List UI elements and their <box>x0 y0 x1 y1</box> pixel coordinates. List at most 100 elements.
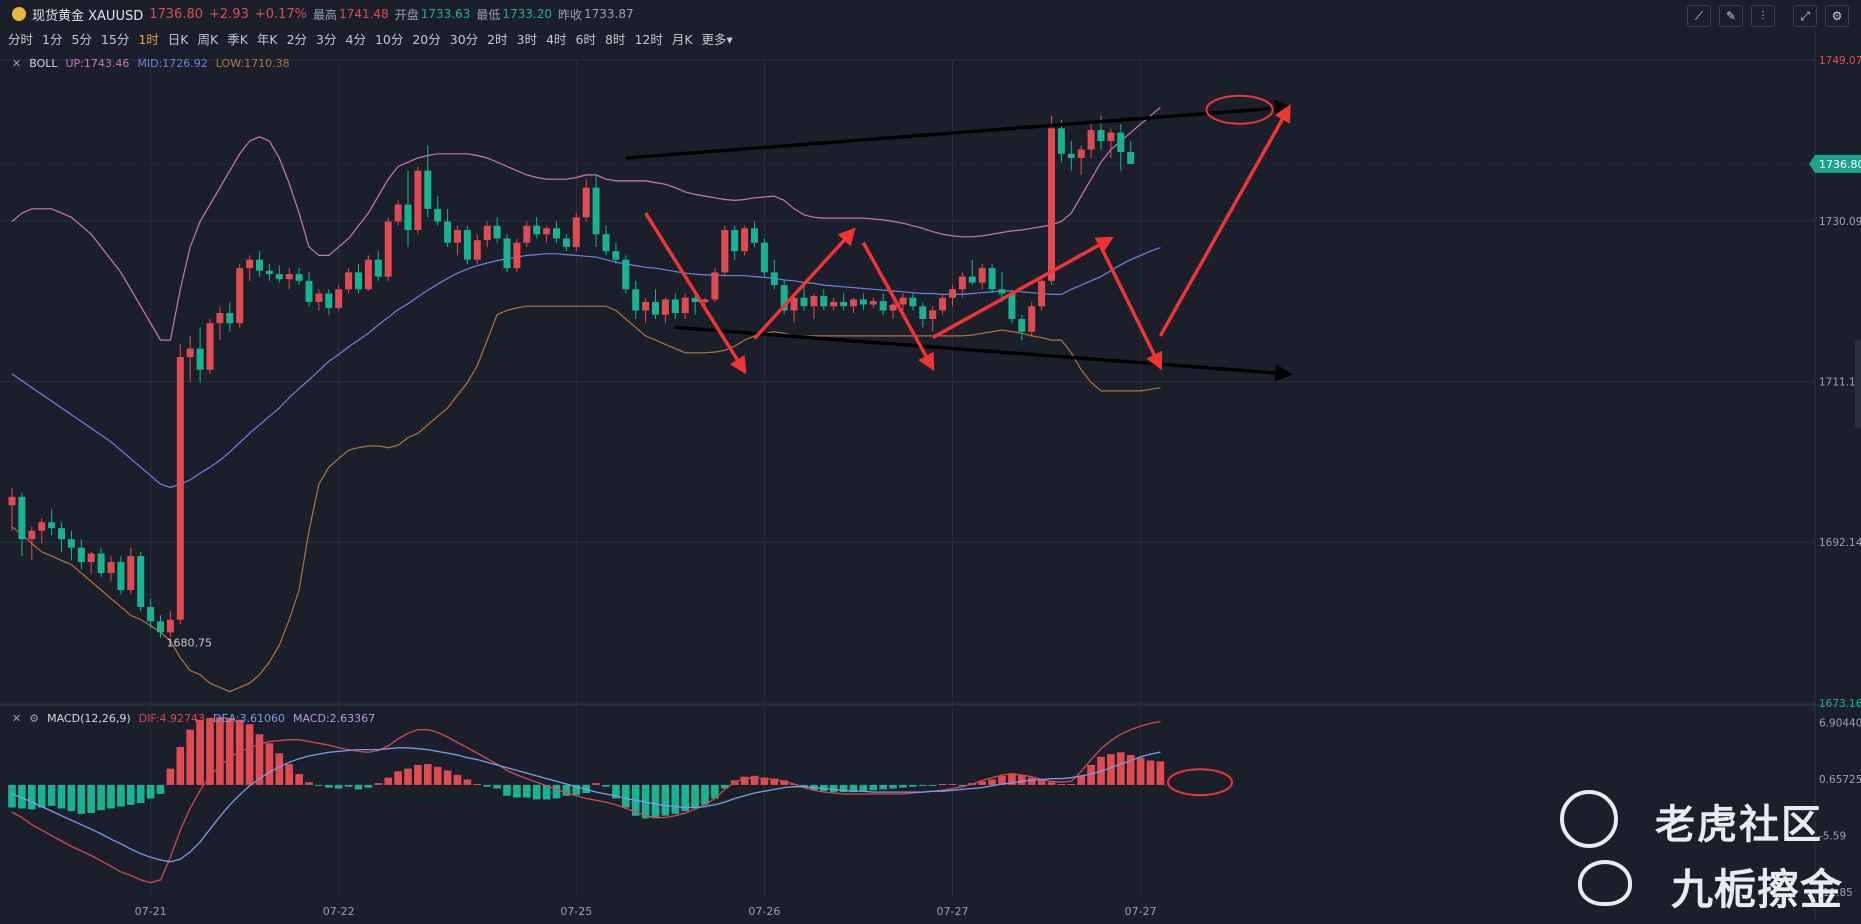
macd-histogram-bar <box>414 765 422 785</box>
candle-body <box>1018 318 1026 332</box>
period-tab[interactable]: 30分 <box>449 32 479 47</box>
period-tab[interactable]: 6时 <box>575 32 596 47</box>
candle-body <box>1028 306 1036 332</box>
period-tab[interactable]: 5分 <box>71 32 92 47</box>
period-tab[interactable]: 8时 <box>604 32 626 47</box>
period-tab[interactable]: 更多▾ <box>701 32 733 47</box>
candle-body <box>780 285 788 311</box>
macd-histogram-bar <box>978 781 986 785</box>
candle-body <box>196 348 204 370</box>
x-axis-label: 07-21 <box>135 905 167 918</box>
period-tab[interactable]: 日K <box>167 32 189 47</box>
macd-histogram-bar <box>721 784 729 789</box>
candle-body <box>87 553 95 563</box>
macd-histogram-bar <box>265 743 274 785</box>
close-boll-icon[interactable]: ✕ <box>12 57 22 70</box>
period-tab[interactable]: 20分 <box>412 32 441 47</box>
macd-histogram-bar <box>958 784 967 786</box>
macd-histogram-bar <box>879 784 887 790</box>
settings-icon[interactable]: ⚙ <box>1825 5 1849 27</box>
period-tab[interactable]: 4分 <box>345 32 366 47</box>
macd-histogram-bar <box>909 784 917 787</box>
period-tab[interactable]: 2分 <box>286 32 308 47</box>
period-tab[interactable]: 分时 <box>8 32 34 47</box>
open-label: 开盘 <box>394 7 419 22</box>
macd-dea-line <box>11 747 1161 863</box>
boll-low-value: LOW:1710.38 <box>215 57 290 70</box>
period-tab[interactable]: 3分 <box>316 32 337 47</box>
macd-histogram-bar <box>325 784 333 788</box>
candle-body <box>364 259 372 290</box>
candle-body <box>67 539 75 548</box>
candle-body <box>493 225 501 239</box>
candle-body <box>671 299 679 314</box>
macd-histogram-bar <box>344 784 353 787</box>
period-tab[interactable]: 季K <box>227 32 248 47</box>
price-axis-label: 1711.1 <box>1819 377 1856 389</box>
period-tab[interactable]: 月K <box>671 32 693 47</box>
trend-arrow-black <box>625 99 1293 160</box>
panel-resize-handle[interactable] <box>1855 340 1861 428</box>
candle-body <box>404 204 412 231</box>
candle-body <box>929 310 937 319</box>
candle-body <box>543 228 551 235</box>
period-tab[interactable]: 15分 <box>100 32 130 47</box>
boll-legend: ✕ BOLL UP:1743.46 MID:1726.92 LOW:1710.3… <box>12 57 290 70</box>
close-macd-icon[interactable]: ✕ <box>12 712 22 725</box>
candle-body <box>28 530 36 540</box>
indicator-icon[interactable]: ⫶ <box>1751 5 1775 27</box>
period-tab[interactable]: 12时 <box>634 32 663 47</box>
candle-body <box>770 272 778 286</box>
candle-body <box>355 272 362 290</box>
boll-name: BOLL <box>29 57 58 70</box>
macd-histogram-bar <box>622 784 630 808</box>
candle-body <box>572 217 580 247</box>
candle-body <box>147 606 155 622</box>
draw-icon[interactable]: ✎ <box>1719 5 1743 27</box>
macd-histogram-bar <box>651 784 660 819</box>
candle-body <box>830 302 838 307</box>
weibo-logo-icon <box>1578 860 1632 906</box>
candle-body <box>216 313 224 324</box>
period-tab[interactable]: 3时 <box>516 32 538 47</box>
candle-body <box>859 299 867 305</box>
macd-histogram-bar <box>938 784 947 785</box>
macd-histogram-bar <box>186 729 194 785</box>
candle-body <box>889 304 897 311</box>
period-tab[interactable]: 1时 <box>138 32 159 47</box>
candle-body <box>642 302 650 311</box>
candle-body <box>275 274 283 280</box>
period-tab[interactable]: 10分 <box>374 32 404 47</box>
current-price: 1736.80 <box>149 6 203 22</box>
price-axis-label: 1730.09 <box>1819 216 1861 228</box>
candle-body <box>384 221 392 277</box>
candle-body <box>206 323 214 370</box>
price-axis-label: 1749.07 <box>1819 55 1861 67</box>
candle-body <box>820 296 828 307</box>
period-tab[interactable]: 4时 <box>546 32 567 47</box>
period-tab[interactable]: 年K <box>256 32 278 47</box>
macd-settings-icon[interactable]: ⚙ <box>29 712 40 725</box>
macd-histogram-bar <box>532 784 541 800</box>
candle-body <box>1117 132 1125 153</box>
candle-body <box>840 302 848 307</box>
chart-type-icon[interactable]: ⟋ <box>1687 5 1711 27</box>
macd-axis-label: 6.90440 <box>1819 717 1861 729</box>
candle-body <box>305 280 313 303</box>
macd-histogram-bar <box>166 768 175 785</box>
candle-body <box>117 562 125 591</box>
wave-arrow-red <box>1099 246 1163 371</box>
fullscreen-icon[interactable]: ⤢ <box>1793 5 1817 27</box>
macd-histogram-bar <box>374 783 383 785</box>
period-tab[interactable]: 周K <box>197 32 219 47</box>
watermark-author: 九栀擦金 <box>1670 865 1843 914</box>
period-tab[interactable]: 1分 <box>42 32 63 47</box>
macd-histogram-bar <box>839 784 848 793</box>
candle-body <box>533 225 541 235</box>
macd-histogram-bar <box>8 784 16 808</box>
candle-body <box>850 299 857 307</box>
highlight-ellipse <box>1167 768 1233 797</box>
macd-histogram-bar <box>899 784 907 788</box>
period-tab[interactable]: 2时 <box>487 32 508 47</box>
